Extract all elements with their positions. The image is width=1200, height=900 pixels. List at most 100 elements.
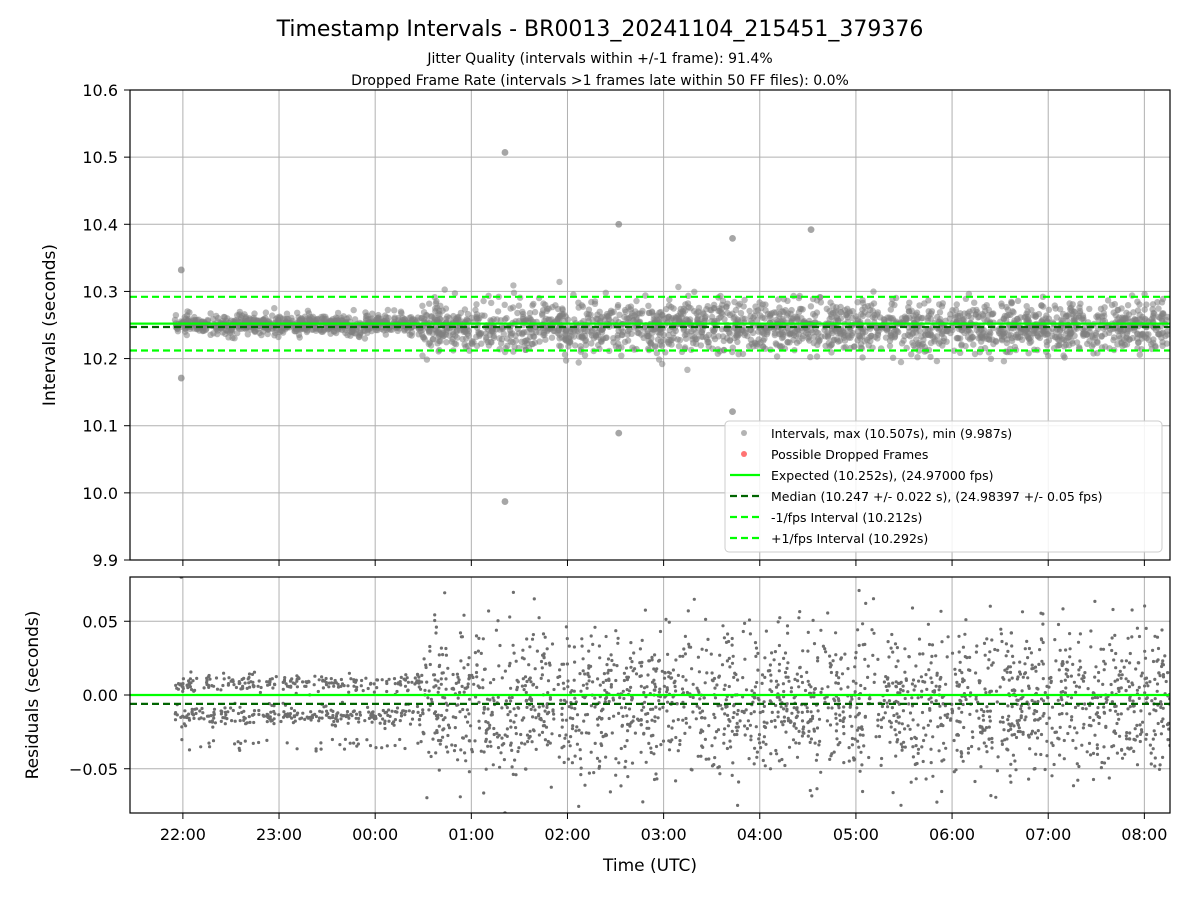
interval-point — [1000, 333, 1008, 341]
residual-point — [327, 681, 331, 685]
residual-point — [1050, 705, 1055, 709]
residual-point — [857, 588, 861, 593]
residual-point — [1161, 724, 1165, 728]
residual-point — [1089, 629, 1093, 633]
residual-point — [678, 654, 682, 658]
interval-point — [734, 338, 741, 346]
residual-point — [398, 737, 402, 742]
interval-point — [943, 338, 950, 345]
interval-point — [244, 331, 251, 338]
residual-point — [241, 684, 245, 689]
residual-point — [754, 646, 759, 650]
residual-point — [1095, 746, 1099, 751]
interval-point — [1060, 352, 1067, 359]
residual-point — [703, 716, 707, 720]
residual-point — [1074, 746, 1078, 750]
residual-point — [589, 750, 593, 754]
residual-point — [627, 689, 632, 693]
residual-point — [839, 657, 843, 661]
residual-point — [768, 663, 773, 667]
residual-point — [622, 671, 627, 675]
residual-point — [834, 681, 838, 685]
residual-point — [257, 712, 261, 717]
residual-point — [1163, 654, 1167, 658]
residual-point — [603, 700, 607, 704]
residual-point — [658, 707, 662, 711]
residual-point — [850, 697, 854, 701]
residual-point — [941, 702, 945, 706]
residual-point — [1128, 651, 1132, 656]
residual-point — [484, 731, 488, 735]
residual-point — [614, 629, 618, 633]
residual-point — [1096, 706, 1100, 710]
residual-point — [1084, 707, 1088, 711]
residual-point — [410, 680, 414, 684]
intervals-y-axis-label: Intervals (seconds) — [40, 244, 60, 406]
residual-point — [514, 726, 518, 730]
residual-point — [757, 737, 761, 741]
residual-point — [477, 726, 482, 730]
residual-point — [765, 721, 769, 725]
residual-point — [793, 677, 797, 682]
residual-point — [336, 711, 340, 715]
residual-point — [882, 698, 886, 703]
residual-point — [556, 682, 560, 687]
interval-point — [409, 323, 416, 330]
residual-point — [781, 723, 785, 727]
interval-point — [1014, 297, 1022, 305]
interval-point — [1081, 329, 1088, 337]
residual-point — [248, 720, 252, 725]
residual-point — [813, 687, 817, 691]
residual-point — [632, 651, 636, 655]
residual-point — [221, 716, 225, 720]
residual-point — [747, 618, 752, 622]
residual-point — [561, 681, 566, 685]
residual-point — [342, 714, 346, 718]
residual-point — [219, 712, 223, 716]
residual-point — [850, 724, 854, 728]
residual-point — [698, 711, 702, 715]
interval-point — [789, 330, 796, 337]
residual-point — [411, 710, 415, 714]
residual-point — [423, 688, 427, 693]
interval-point — [443, 339, 450, 346]
residual-point — [832, 750, 836, 754]
residual-point — [1137, 696, 1141, 701]
interval-point — [381, 312, 389, 319]
interval-point — [861, 338, 868, 345]
interval-outlier-point — [615, 220, 623, 228]
residual-point — [794, 741, 798, 745]
residual-point — [396, 681, 400, 685]
interval-outlier-point — [729, 234, 736, 242]
residual-point — [586, 673, 590, 677]
residual-point — [1128, 696, 1132, 701]
residual-point — [462, 690, 466, 694]
residual-point — [955, 748, 959, 752]
residual-point — [395, 706, 400, 710]
residual-point — [817, 717, 822, 721]
residual-point — [1128, 705, 1132, 709]
residual-point — [974, 671, 978, 675]
residual-point — [762, 704, 767, 709]
residual-point — [1077, 673, 1081, 677]
residual-point — [626, 675, 631, 679]
residual-point — [828, 723, 833, 727]
interval-point — [1125, 311, 1133, 318]
residual-point — [361, 689, 365, 693]
residual-point — [292, 709, 297, 713]
residual-point — [332, 684, 336, 688]
residual-point — [835, 737, 839, 741]
residual-point — [355, 685, 359, 689]
interval-point — [1106, 329, 1113, 336]
residual-point — [528, 734, 532, 739]
residual-point — [1027, 686, 1031, 691]
residual-point — [422, 731, 426, 736]
residual-point — [916, 723, 920, 727]
residual-point — [823, 696, 827, 700]
interval-point — [552, 302, 559, 309]
residual-point — [197, 717, 201, 721]
residual-point — [606, 657, 611, 661]
residual-point — [815, 787, 819, 791]
residual-point — [461, 736, 465, 740]
residual-point — [806, 649, 810, 653]
